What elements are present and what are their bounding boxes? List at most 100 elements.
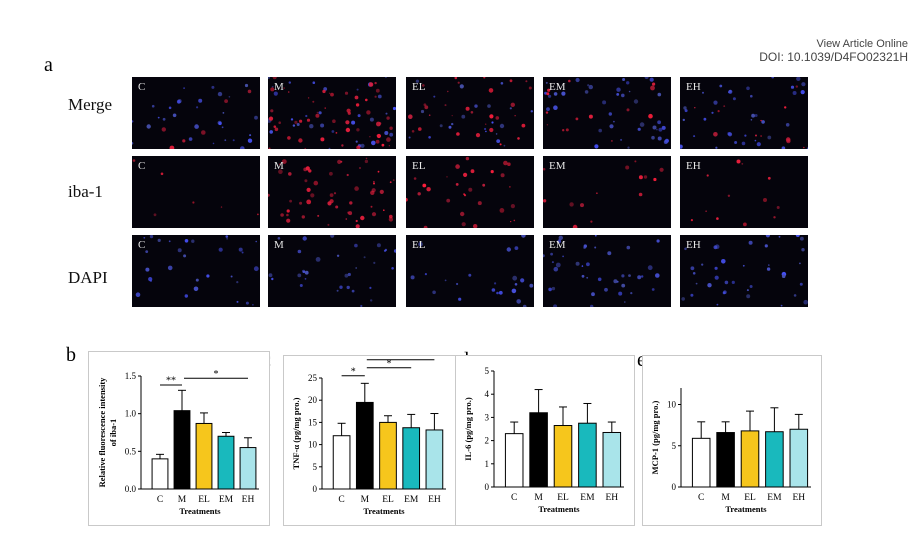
micrograph-tile: C — [132, 77, 260, 149]
bar-c — [691, 437, 711, 488]
y-axis-label-line: of iba-1 — [108, 419, 118, 447]
y-tick-label: 3 — [485, 412, 490, 422]
panel-e-label: e — [637, 349, 646, 372]
y-tick-label: 5 — [672, 441, 677, 451]
group-label: EL — [412, 239, 426, 251]
micrograph-tile: M — [268, 235, 396, 307]
micrograph-speckle — [543, 160, 664, 228]
y-tick-label: 0.0 — [125, 484, 137, 494]
micrograph-tile: EM — [543, 77, 671, 149]
y-tick-label: 20 — [308, 395, 318, 405]
chart-panel-d: 0 1 2 3 4 5 IL-6 (pg/mg pro.) C M EL EM EH Treatment… — [455, 355, 635, 526]
x-axis-label: Treatments — [538, 504, 580, 514]
x-tick-label: C — [157, 495, 163, 505]
micrograph-tile: EL — [406, 235, 534, 307]
chart-svg: 0 5 10 MCP-1 (pg/mg pro.) C M EL EM EH Treatments — [650, 388, 811, 514]
group-label: C — [138, 239, 146, 251]
x-axis-label: Treatments — [179, 506, 221, 516]
micrograph-speckle — [680, 77, 808, 149]
chart-panel-c: 0 5 10 15 20 25 TNF-α (pg/mg pro.) C M EL EM EH Trea… — [283, 355, 457, 526]
x-tick-label: M — [721, 493, 730, 503]
group-label: EM — [549, 160, 566, 172]
x-axis-label: Treatments — [725, 504, 767, 514]
group-label: EL — [412, 81, 426, 93]
bar-el — [740, 430, 760, 488]
x-tick-label: EL — [198, 495, 210, 505]
x-tick-label: EL — [744, 493, 756, 503]
bar-eh — [602, 431, 622, 488]
micrograph-speckle — [690, 159, 780, 227]
row-label: iba-1 — [68, 182, 103, 201]
y-tick-label: 0 — [313, 484, 318, 494]
x-tick-label: EM — [219, 495, 234, 505]
significance-label: * — [398, 356, 403, 361]
micrograph-speckle — [406, 156, 516, 228]
bar-em — [402, 427, 421, 490]
x-tick-label: M — [178, 495, 187, 505]
x-tick-label: EH — [605, 493, 618, 503]
x-tick-label: C — [338, 495, 344, 505]
row-label: DAPI — [68, 268, 108, 287]
y-tick-label: 5 — [313, 462, 318, 472]
bar-m — [355, 401, 374, 490]
bar-el — [195, 422, 213, 490]
view-article-online-link[interactable]: View Article Online — [816, 38, 908, 50]
micrograph-speckle — [132, 83, 258, 149]
group-label: EM — [549, 239, 566, 251]
y-tick-label: 15 — [308, 417, 318, 427]
doi-header: View Article Online DOI: 10.1039/D4FO023… — [759, 38, 908, 64]
micrograph-speckle — [268, 235, 396, 307]
y-tick-label: 2 — [485, 436, 490, 446]
group-label: EM — [549, 81, 566, 93]
x-tick-label: EH — [242, 495, 255, 505]
group-label: M — [274, 81, 284, 93]
x-tick-label: EH — [428, 495, 441, 505]
group-label: EL — [412, 160, 426, 172]
chart-svg: 0 5 10 15 20 25 TNF-α (pg/mg pro.) C M EL EM EH Trea… — [291, 356, 446, 516]
y-axis-label: TNF-α (pg/mg pro.) — [291, 397, 301, 469]
group-label: C — [138, 81, 146, 93]
y-tick-label: 0 — [485, 482, 490, 492]
x-tick-label: C — [511, 493, 517, 503]
group-label: M — [274, 160, 284, 172]
y-tick-label: 1.0 — [125, 409, 137, 419]
chart-svg: 0 1 2 3 4 5 IL-6 (pg/mg pro.) C M EL EM EH Treatment… — [463, 366, 624, 514]
micrograph-tile: C — [132, 156, 260, 228]
y-tick-label: 0.5 — [125, 446, 137, 456]
group-label: EH — [686, 239, 701, 251]
y-tick-label: 10 — [667, 400, 677, 410]
y-tick-label: 25 — [308, 373, 318, 383]
significance-label: * — [387, 358, 392, 369]
micrograph-tile: EH — [680, 77, 808, 149]
group-label: M — [274, 239, 284, 251]
significance-label: * — [214, 369, 219, 380]
bar-m — [529, 412, 548, 488]
chart-panel-e: 0 5 10 MCP-1 (pg/mg pro.) C M EL EM EH Treatments — [642, 355, 822, 526]
micrograph-speckle — [135, 235, 259, 306]
x-tick-label: EM — [767, 493, 782, 503]
significance-label: ** — [166, 376, 176, 387]
y-axis-label: IL-6 (pg/mg pro.) — [463, 397, 473, 461]
bar-eh — [239, 447, 257, 490]
panel-a-label: a — [44, 54, 53, 76]
x-tick-label: EH — [792, 493, 805, 503]
bar-eh — [789, 428, 809, 488]
micrograph-tile: C — [132, 235, 260, 307]
micrograph-speckle — [268, 157, 395, 228]
x-tick-label: M — [534, 493, 543, 503]
bar-c — [332, 435, 351, 490]
group-label: EH — [686, 160, 701, 172]
y-axis-label-line: Relative fluorescence intensity — [97, 377, 107, 488]
micrograph-tile: EL — [406, 156, 534, 228]
bar-em — [578, 422, 597, 488]
micrograph-speckle — [681, 235, 808, 307]
micrograph-speckle — [543, 235, 660, 307]
group-label: EH — [686, 81, 701, 93]
micrograph-tile: EH — [680, 235, 808, 307]
bar-el — [379, 421, 397, 490]
group-label: C — [138, 160, 146, 172]
y-tick-label: 1 — [485, 459, 490, 469]
x-tick-label: M — [361, 495, 370, 505]
y-axis-label: Relative fluorescence intensityof iba-1 — [97, 377, 118, 488]
micrograph-tile: EM — [543, 156, 671, 228]
